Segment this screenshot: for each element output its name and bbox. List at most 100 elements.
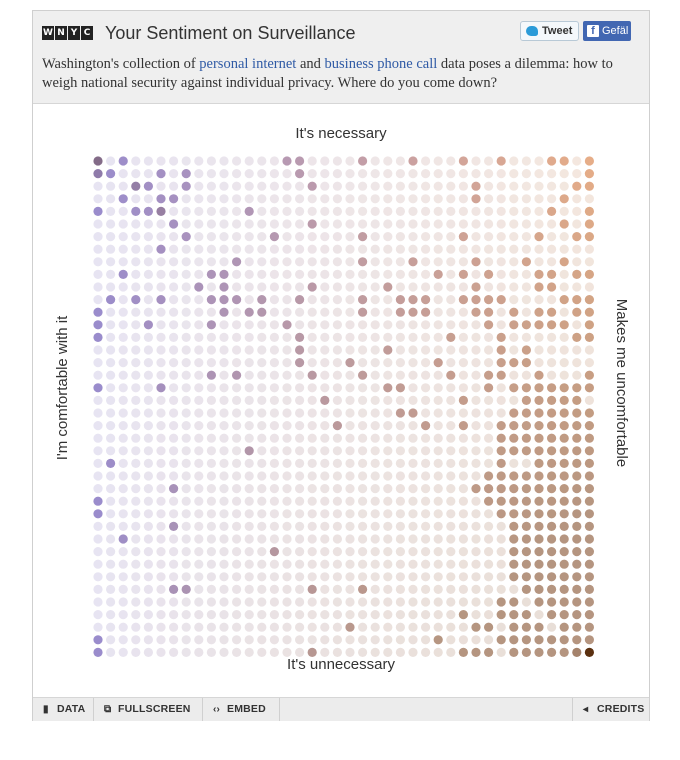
grid-dot[interactable]	[295, 471, 305, 481]
grid-dot[interactable]	[307, 269, 317, 279]
grid-dot[interactable]	[446, 534, 456, 544]
grid-dot[interactable]	[307, 320, 317, 330]
grid-dot[interactable]	[521, 446, 531, 456]
grid-dot[interactable]	[118, 307, 128, 317]
grid-dot[interactable]	[219, 206, 229, 216]
grid-dot[interactable]	[269, 597, 279, 607]
grid-dot[interactable]	[332, 244, 342, 254]
grid-dot[interactable]	[320, 232, 330, 242]
grid-dot[interactable]	[458, 345, 468, 355]
grid-dot[interactable]	[269, 572, 279, 582]
grid-dot[interactable]	[206, 584, 216, 594]
grid-dot[interactable]	[181, 244, 191, 254]
grid-dot[interactable]	[194, 358, 204, 368]
grid-dot[interactable]	[181, 584, 191, 594]
grid-dot[interactable]	[395, 484, 405, 494]
grid-dot[interactable]	[509, 320, 519, 330]
grid-dot[interactable]	[358, 295, 368, 305]
grid-dot[interactable]	[320, 408, 330, 418]
grid-dot[interactable]	[307, 307, 317, 317]
grid-dot[interactable]	[521, 295, 531, 305]
grid-dot[interactable]	[269, 622, 279, 632]
grid-dot[interactable]	[106, 269, 116, 279]
grid-dot[interactable]	[295, 232, 305, 242]
grid-dot[interactable]	[383, 572, 393, 582]
grid-dot[interactable]	[584, 547, 595, 557]
grid-dot[interactable]	[358, 421, 368, 431]
grid-dot[interactable]	[131, 471, 141, 481]
grid-dot[interactable]	[332, 370, 342, 380]
grid-dot[interactable]	[559, 156, 569, 166]
grid-dot[interactable]	[446, 559, 456, 569]
grid-dot[interactable]	[232, 169, 242, 179]
grid-dot[interactable]	[484, 622, 494, 632]
grid-dot[interactable]	[345, 206, 355, 216]
grid-dot[interactable]	[584, 383, 595, 393]
grid-dot[interactable]	[584, 458, 595, 468]
grid-dot[interactable]	[358, 181, 368, 191]
grid-dot[interactable]	[484, 244, 494, 254]
grid-dot[interactable]	[484, 446, 494, 456]
grid-dot[interactable]	[471, 295, 481, 305]
grid-dot[interactable]	[345, 307, 355, 317]
grid-dot[interactable]	[307, 446, 317, 456]
grid-dot[interactable]	[458, 244, 468, 254]
grid-dot[interactable]	[345, 559, 355, 569]
grid-dot[interactable]	[332, 232, 342, 242]
grid-dot[interactable]	[345, 610, 355, 620]
grid-dot[interactable]	[534, 597, 544, 607]
grid-dot[interactable]	[408, 194, 418, 204]
grid-dot[interactable]	[269, 534, 279, 544]
grid-dot[interactable]	[496, 219, 506, 229]
grid-dot[interactable]	[584, 244, 595, 254]
grid-dot[interactable]	[206, 194, 216, 204]
grid-dot[interactable]	[194, 370, 204, 380]
grid-dot[interactable]	[257, 421, 267, 431]
grid-dot[interactable]	[257, 484, 267, 494]
grid-dot[interactable]	[244, 169, 254, 179]
grid-dot[interactable]	[584, 269, 595, 279]
grid-dot[interactable]	[433, 194, 443, 204]
grid-dot[interactable]	[181, 307, 191, 317]
grid-dot[interactable]	[143, 295, 153, 305]
data-button[interactable]: ▮ DATA	[33, 698, 94, 721]
grid-dot[interactable]	[269, 610, 279, 620]
grid-dot[interactable]	[395, 307, 405, 317]
grid-dot[interactable]	[471, 610, 481, 620]
grid-dot[interactable]	[257, 408, 267, 418]
grid-dot[interactable]	[521, 584, 531, 594]
grid-dot[interactable]	[118, 597, 128, 607]
grid-dot[interactable]	[408, 421, 418, 431]
grid-dot[interactable]	[257, 295, 267, 305]
grid-dot[interactable]	[421, 572, 431, 582]
grid-dot[interactable]	[433, 307, 443, 317]
grid-dot[interactable]	[509, 509, 519, 519]
grid-dot[interactable]	[206, 169, 216, 179]
grid-dot[interactable]	[320, 269, 330, 279]
grid-dot[interactable]	[572, 269, 582, 279]
grid-dot[interactable]	[295, 433, 305, 443]
grid-dot[interactable]	[584, 156, 595, 166]
grid-dot[interactable]	[383, 433, 393, 443]
grid-dot[interactable]	[496, 370, 506, 380]
grid-dot[interactable]	[232, 345, 242, 355]
grid-dot[interactable]	[143, 635, 153, 645]
grid-dot[interactable]	[143, 181, 153, 191]
grid-dot[interactable]	[206, 622, 216, 632]
grid-dot[interactable]	[106, 169, 116, 179]
grid-dot[interactable]	[320, 584, 330, 594]
grid-dot[interactable]	[421, 408, 431, 418]
grid-dot[interactable]	[169, 521, 179, 531]
grid-dot[interactable]	[408, 635, 418, 645]
grid-dot[interactable]	[458, 370, 468, 380]
grid-dot[interactable]	[395, 635, 405, 645]
grid-dot[interactable]	[106, 547, 116, 557]
grid-dot[interactable]	[244, 622, 254, 632]
grid-dot[interactable]	[496, 421, 506, 431]
grid-dot[interactable]	[169, 219, 179, 229]
grid-dot[interactable]	[383, 244, 393, 254]
grid-dot[interactable]	[484, 421, 494, 431]
grid-dot[interactable]	[269, 647, 279, 658]
grid-dot[interactable]	[408, 534, 418, 544]
grid-dot[interactable]	[269, 496, 279, 506]
